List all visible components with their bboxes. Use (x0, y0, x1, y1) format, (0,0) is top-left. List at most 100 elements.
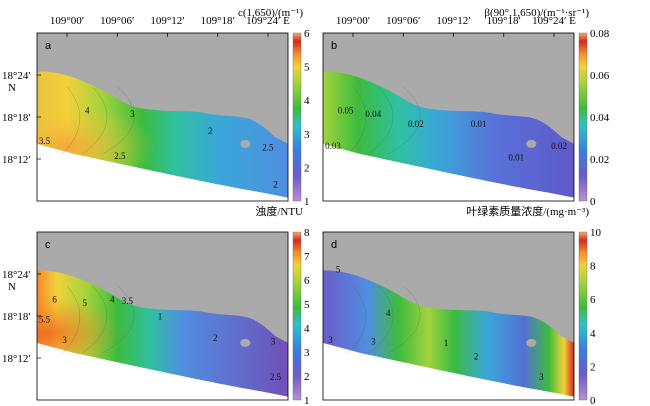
contour-line (82, 86, 108, 155)
contour-label: 0.01 (508, 153, 524, 163)
field-hotspot (37, 270, 288, 397)
panel-frame (322, 231, 575, 401)
contour-line (82, 285, 108, 354)
contour-line (388, 86, 421, 155)
latitude-tick-label: 18°18′ (2, 112, 31, 124)
longitude-tick-label: 109°06′ (386, 15, 420, 27)
contour-label: 4 (110, 295, 115, 305)
colorbar-tick-label: 4 (304, 95, 310, 107)
latitude-tick-label: 18°12′ (2, 353, 31, 365)
open-sea-area (323, 342, 574, 400)
colorbar-tick-label: 5 (304, 62, 310, 74)
open-sea-area (37, 143, 288, 201)
panel-label: a (45, 40, 52, 52)
latitude-tick-label: 18°18′ (2, 311, 31, 323)
contour-label: 0.03 (325, 141, 341, 151)
contour-label: 5 (82, 298, 87, 308)
open-sea-area (323, 143, 574, 201)
panel-d: d 5 4 3 3 1 2 3 10 8 6 4 2 0 叶绿素质量浓度/(mg·m⁻³) (322, 204, 602, 406)
panel-c: c 6 5 5.5 4 3.5 3 1 2 3 2.5 18°24′N 18°18′ 18°12′ 8 7 6 5… (2, 204, 310, 406)
longitude-tick-label: 109°18′ (201, 15, 235, 27)
colorbar (578, 231, 588, 401)
latitude-unit: N (8, 82, 16, 94)
contour-label: 4 (85, 106, 90, 116)
contour-label: 6 (52, 295, 57, 305)
latitude-tick-label: 18°24′ (2, 269, 31, 281)
contour-label: 4 (386, 308, 391, 318)
contour-line (388, 285, 421, 354)
open-sea-area (37, 342, 288, 400)
contour-line (347, 285, 367, 354)
contour-line (61, 86, 81, 155)
longitude-tick-label: 109°24′ E (532, 15, 576, 27)
panel-label: c (45, 239, 51, 251)
contour-label: 2.5 (262, 143, 274, 153)
panel-label: b (331, 40, 337, 52)
colorbar-title: β(90°,1,650)/(m⁻¹·sr⁻¹) (484, 7, 589, 19)
contour-label: 3 (62, 335, 67, 345)
latitude-tick-label: 18°12′ (2, 154, 31, 166)
island (526, 139, 537, 148)
colorbar-tick-label: 10 (590, 227, 602, 239)
contour-label: 3 (271, 337, 276, 347)
contour-label: 0.02 (551, 141, 567, 151)
contour-label: 3 (539, 372, 544, 382)
contour-line (368, 86, 394, 155)
island (240, 338, 251, 347)
colorbar-tick-label: 4 (590, 328, 596, 340)
contour-label: 3 (371, 337, 376, 347)
colorbar-tick-label: 1 (304, 395, 310, 406)
colorbar (292, 231, 302, 401)
colorbar-tick-label: 0.02 (590, 154, 609, 166)
colorbar-tick-label: 0 (590, 395, 596, 406)
contour-label: 3 (328, 335, 333, 345)
colorbar-tick-label: 0.04 (590, 112, 610, 124)
contour-line (61, 285, 81, 354)
island (526, 338, 537, 347)
contour-label: 2 (474, 352, 479, 362)
colorbar-tick-label: 3 (304, 129, 310, 141)
colorbar-tick-label: 6 (304, 28, 310, 40)
latitude-unit: N (8, 281, 16, 293)
contour-label: 1 (444, 338, 449, 348)
contour-label: 0.04 (365, 109, 381, 119)
contour-label: 1 (158, 311, 163, 321)
field-hotspot (37, 71, 288, 198)
longitude-tick-label: 109°00′ (336, 15, 370, 27)
contour-label: 0.02 (408, 119, 424, 129)
colorbar-tick-label: 0.08 (590, 28, 610, 40)
field-b (323, 71, 574, 198)
longitude-tick-label: 109°24′ E (246, 15, 290, 27)
contour-label: 3.5 (39, 136, 51, 146)
colorbar (292, 32, 302, 202)
contour-label: 2 (273, 180, 278, 190)
contour-line (102, 86, 135, 155)
contour-label: 2 (213, 333, 218, 343)
colorbar-tick-label: 7 (304, 251, 310, 263)
contour-label: 2.5 (270, 372, 282, 382)
colorbar-tick-label: 2 (304, 162, 310, 174)
panel-b: b 0.05 0.04 0.03 0.02 0.01 0.01 0.02 109°00′ 109°… (322, 7, 610, 208)
panel-label: d (331, 239, 337, 251)
colorbar-tick-label: 3 (304, 347, 310, 359)
field-d (323, 270, 574, 397)
colorbar-tick-label: 8 (590, 261, 596, 273)
contour-label: 5.5 (39, 315, 51, 325)
colorbar (578, 32, 588, 202)
latitude-tick-label: 18°24′ (2, 70, 31, 82)
colorbar-title: c(1,650)/(m⁻¹) (238, 7, 303, 19)
contour-line (102, 285, 135, 354)
colorbar-tick-label: 4 (304, 323, 310, 335)
colorbar-tick-label: 0.06 (590, 70, 610, 82)
colorbar-tick-label: 5 (304, 299, 310, 311)
contour-label: 5 (336, 264, 341, 274)
longitude-tick-label: 109°06′ (100, 15, 134, 27)
contour-label: 2.5 (114, 151, 126, 161)
colorbar-tick-label: 2 (590, 361, 596, 373)
contour-line (368, 285, 394, 354)
colorbar-tick-label: 1 (304, 196, 310, 208)
contour-label: 3 (130, 109, 135, 119)
longitude-tick-label: 109°12′ (436, 15, 470, 27)
colorbar-tick-label: 8 (304, 227, 310, 239)
